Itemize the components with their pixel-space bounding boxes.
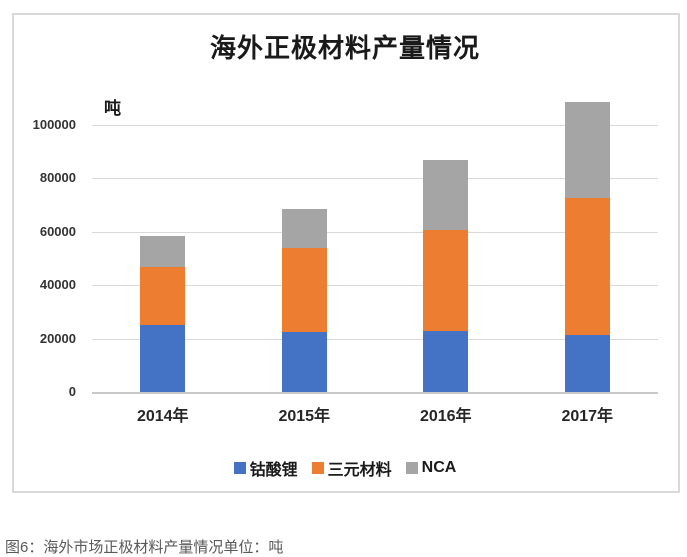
plot-area (92, 95, 658, 392)
y-tick-label: 40000 (39, 277, 76, 293)
bar-segment-钴酸锂-2016年 (423, 330, 469, 392)
bar-segment-NCA-2016年 (423, 159, 469, 231)
legend-label: NCA (421, 459, 457, 476)
legend-label: 三元材料 (327, 462, 392, 479)
gridline (92, 338, 658, 340)
bar-segment-NCA-2015年 (281, 209, 327, 248)
gridline (92, 125, 658, 126)
legend: 钴酸锂 三元材料 NCA (12, 456, 678, 480)
gridline (92, 231, 658, 233)
x-axis-label: 2017年 (561, 408, 614, 425)
y-tick-label: 0 (68, 384, 76, 399)
chart-title: 海外正极材料产量情况 (209, 33, 480, 63)
y-tick-label: 80000 (39, 170, 76, 186)
figure-caption: 图6：海外市场正极材料产量情况单位：吨 (5, 539, 284, 556)
legend-swatch-icon (405, 462, 418, 474)
bar-segment-三元材料-2017年 (564, 198, 610, 335)
gridline (92, 285, 658, 287)
legend-label: 钴酸锂 (249, 462, 298, 479)
bar-segment-三元材料-2014年 (140, 266, 186, 326)
x-axis-label: 2015年 (278, 408, 331, 425)
legend-swatch-icon (311, 462, 324, 474)
legend-item-NCA: NCA (405, 459, 457, 477)
x-axis-label: 2016年 (419, 408, 472, 425)
bar-segment-三元材料-2015年 (281, 247, 327, 332)
bar-segment-钴酸锂-2015年 (281, 331, 327, 392)
x-axis-label: 2014年 (136, 408, 189, 425)
legend-item-三元材料: 三元材料 (311, 456, 392, 480)
x-axis-labels: 2014年 2015年 2016年 2017年 (92, 402, 658, 425)
bar-segment-钴酸锂-2017年 (564, 334, 610, 392)
gridline (92, 178, 658, 180)
legend-swatch-icon (233, 462, 246, 474)
y-tick-label: 60000 (39, 223, 76, 239)
y-axis-unit-label: 吨 (104, 99, 121, 118)
bar-segment-三元材料-2016年 (423, 230, 469, 331)
x-axis-line (92, 392, 658, 394)
bar-segment-NCA-2014年 (140, 235, 186, 267)
y-tick-label: 20000 (39, 330, 76, 346)
y-tick-label: 100000 (32, 117, 76, 132)
legend-item-钴酸锂: 钴酸锂 (233, 456, 298, 480)
bar-segment-NCA-2017年 (564, 102, 610, 199)
bar-segment-钴酸锂-2014年 (140, 325, 186, 392)
